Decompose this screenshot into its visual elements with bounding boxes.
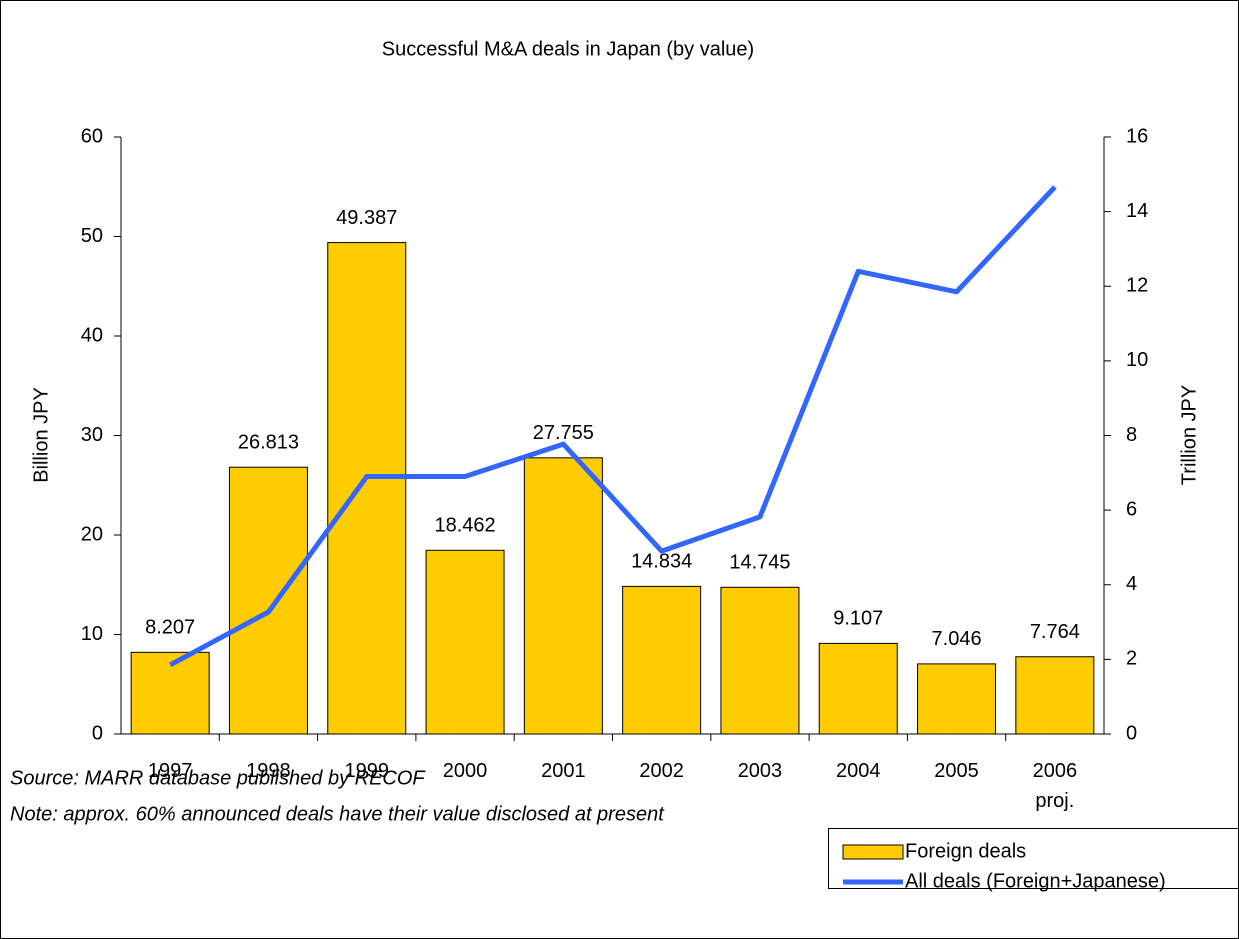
x-tick-label: 2006 proj. bbox=[1032, 760, 1078, 812]
y-tick-label: 60 bbox=[81, 125, 103, 147]
bar bbox=[1015, 656, 1095, 735]
y2-tick-label: 6 bbox=[1126, 498, 1137, 520]
legend-label: Foreign deals bbox=[905, 840, 1026, 862]
line bbox=[168, 185, 1057, 668]
bar bbox=[818, 642, 898, 735]
x-tick-label: 2000 bbox=[442, 760, 488, 782]
data-label: 8.207 bbox=[145, 617, 195, 639]
y-tick-label: 40 bbox=[81, 324, 103, 346]
bar bbox=[425, 549, 505, 735]
bar bbox=[523, 457, 603, 735]
data-label: 7.764 bbox=[1030, 621, 1080, 643]
y2-tick-label: 0 bbox=[1126, 722, 1137, 744]
y2-tick-label: 4 bbox=[1126, 573, 1137, 595]
x-tick-label: 2003 bbox=[737, 760, 783, 782]
legend-label: All deals (Foreign+Japanese) bbox=[905, 870, 1166, 892]
y2-tick-label: 8 bbox=[1126, 424, 1137, 446]
x-tick-label: 1998 bbox=[246, 760, 291, 782]
data-label: 18.462 bbox=[434, 515, 495, 537]
data-label: 27.755 bbox=[533, 422, 594, 444]
x-tick-label: 2001 bbox=[541, 760, 586, 782]
y2-tick-label: 2 bbox=[1126, 648, 1137, 670]
x-tick-label: 2002 bbox=[639, 760, 684, 782]
y-tick-label: 20 bbox=[81, 523, 103, 545]
y-tick-label: 50 bbox=[81, 225, 103, 247]
x-tick-label: 1999 bbox=[344, 760, 390, 782]
x-tick-label: 2005 bbox=[934, 760, 979, 782]
y-axis-label: Billion JPY bbox=[30, 387, 52, 483]
y2-tick-label: 14 bbox=[1126, 200, 1148, 222]
data-label: 49.387 bbox=[336, 207, 397, 229]
chart-title: Successful M&A deals in Japan (by value) bbox=[382, 38, 754, 60]
y2-tick-label: 16 bbox=[1126, 125, 1148, 147]
y2-tick-label: 10 bbox=[1126, 349, 1148, 371]
x-tick-label: 1997 bbox=[147, 760, 193, 782]
annotation: Note: approx. 60% announced deals have t… bbox=[10, 803, 665, 825]
bar bbox=[917, 663, 997, 735]
bar bbox=[720, 586, 800, 735]
legend-swatch bbox=[842, 844, 904, 860]
bar bbox=[228, 466, 308, 735]
bar bbox=[622, 585, 702, 735]
data-label: 7.046 bbox=[932, 628, 982, 650]
x-tick-label: 2004 bbox=[836, 760, 881, 782]
bar bbox=[130, 651, 210, 735]
y-tick-label: 10 bbox=[81, 623, 103, 645]
y2-axis-label: Trillion JPY bbox=[1178, 385, 1200, 485]
data-label: 9.107 bbox=[833, 608, 883, 630]
annotation: Source: MARR database published by RECOF bbox=[10, 767, 426, 789]
y-tick-label: 30 bbox=[81, 424, 103, 446]
data-label: 26.813 bbox=[238, 431, 299, 453]
data-label: 14.745 bbox=[729, 552, 790, 574]
bar bbox=[327, 242, 407, 735]
y2-tick-label: 12 bbox=[1126, 275, 1148, 297]
data-label: 14.834 bbox=[631, 551, 692, 573]
y-tick-label: 0 bbox=[92, 722, 103, 744]
